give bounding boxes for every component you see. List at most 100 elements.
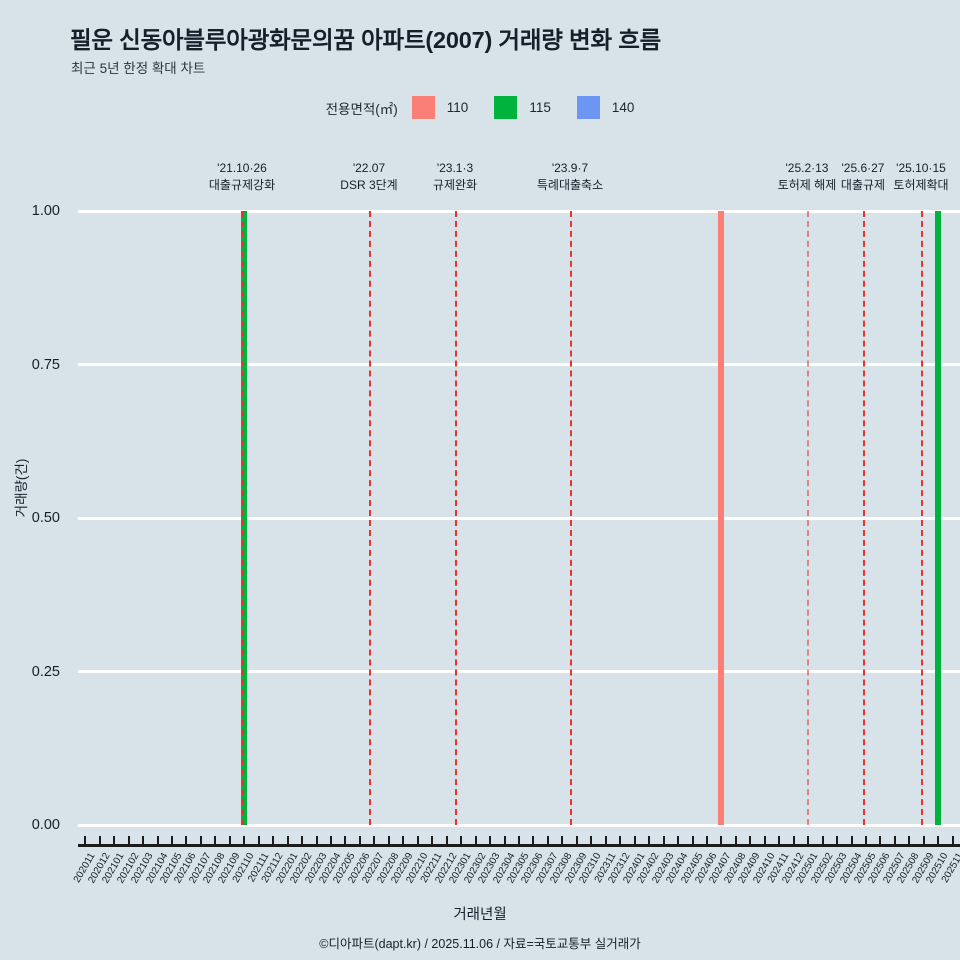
y-axis-tick-label: 0.25 [31,663,60,680]
event-date: '23.1·3 [436,161,474,175]
x-axis-tick [228,836,231,845]
x-axis-tick [893,836,896,845]
x-axis-tick [416,836,419,845]
x-axis-tick [243,836,246,845]
legend-title: 전용면적(㎡) [325,101,398,117]
x-axis-tick [865,836,868,845]
x-axis-tick [489,836,492,845]
x-axis-tick [358,836,361,845]
event-line-202110 [242,211,244,825]
x-axis-tick [257,836,260,845]
x-axis-tick [373,836,376,845]
legend-entry-140[interactable]: 140 [576,96,635,119]
event-date: '22.07 [352,161,386,175]
event-name: 특례대출축소 [536,178,604,193]
x-axis-tick [185,836,188,845]
event-name: 대출규제 [840,178,886,193]
x-axis-tick [792,836,795,845]
x-axis-tick [445,836,448,845]
event-line-202510 [921,211,923,825]
x-axis-tick [879,836,882,845]
event-label-202301: '23.1·3 규제완화 [433,160,477,195]
event-label-202309: '23.9·7 특례대출축소 [537,160,603,195]
gridline [78,670,960,673]
legend-label-115: 115 [529,100,551,115]
legend-entry-110[interactable]: 110 [411,96,469,119]
x-axis-tick [113,836,116,845]
event-name: DSR 3단계 [340,178,398,193]
x-axis-tick [648,836,651,845]
x-axis-tick [850,836,853,845]
x-axis-tick [590,836,593,845]
legend-entry-115[interactable]: 115 [494,96,551,119]
event-name: 대출규제강화 [208,178,276,193]
event-label-202110: '21.10·26 대출규제강화 [209,160,275,195]
bar-115-202510[interactable] [935,211,942,825]
gridline [78,209,960,213]
event-date: '25.2·13 [785,161,829,175]
bar-110-202407[interactable] [718,211,725,825]
gridline [78,823,960,827]
x-axis-tick [214,836,217,845]
x-axis-tick [908,836,911,845]
x-axis-tick [460,836,463,845]
x-axis-tick [503,836,506,845]
legend-swatch-115 [494,96,518,119]
x-axis-tick [619,836,622,845]
legend-label-110: 110 [446,100,469,115]
x-axis-tick [84,836,87,845]
event-name: 토허제확대 [893,178,949,193]
y-axis-tick-label: 0.50 [31,510,60,526]
x-axis-tick [662,836,665,845]
event-date: '25.10·15 [896,161,946,175]
bar-115-202110[interactable] [241,211,248,825]
x-axis-tick [604,836,607,845]
legend: 전용면적(㎡) 110 115 140 [0,96,960,119]
y-axis-tick-label: 0.00 [31,817,60,833]
event-name: 토허제 해제 [777,178,837,193]
page-subtitle: 최근 5년 한정 확대 차트 [71,61,206,76]
footer-credit: ©디아파트(dapt.kr) / 2025.11.06 / 자료=국토교통부 실… [319,937,641,951]
x-axis-tick [691,836,694,845]
x-axis-tick [344,836,347,845]
event-line-202502 [807,211,809,825]
x-axis-tick [156,836,159,845]
x-axis-tick [677,836,680,845]
event-name: 규제완화 [432,178,478,193]
x-axis-tick [561,836,564,845]
event-line-202309 [570,211,572,825]
x-axis-tick [98,836,101,845]
x-axis-tick [734,836,737,845]
x-axis-tick [821,836,824,845]
x-axis-tick [286,836,289,845]
x-axis-line [78,844,960,847]
event-label-202506: '25.6·27 대출규제 [841,160,885,195]
x-axis-tick [301,836,304,845]
x-axis-tick [807,836,810,845]
legend-swatch-110 [411,96,435,119]
legend-label-140: 140 [611,100,635,115]
page-title: 필운 신동아블루아광화문의꿈 아파트(2007) 거래량 변화 흐름 [70,27,662,53]
event-label-202510: '25.10·15 토허제확대 [893,160,948,195]
event-line-202506 [863,211,865,825]
x-axis-tick [315,836,318,845]
x-axis-tick [199,836,202,845]
gridline [78,516,960,520]
y-axis-tick-labels: 0.00 0.25 0.50 0.75 1.00 [0,203,70,833]
x-axis-tick [836,836,839,845]
event-line-202207 [369,211,371,825]
x-axis-tick [749,836,752,845]
x-axis-tick [170,836,173,845]
x-axis-tick [431,836,434,845]
event-date: '25.6·27 [841,161,885,175]
x-axis-tick [575,836,578,845]
y-axis-title: 거래량(건) [14,458,29,518]
event-date: '23.9·7 [551,161,589,175]
x-axis-tick [142,836,145,845]
x-axis-tick [633,836,636,845]
event-date: '21.10·26 [217,161,267,175]
x-axis-title: 거래년월 [453,907,507,923]
x-axis-tick [387,836,390,845]
x-axis-tick [951,836,954,845]
